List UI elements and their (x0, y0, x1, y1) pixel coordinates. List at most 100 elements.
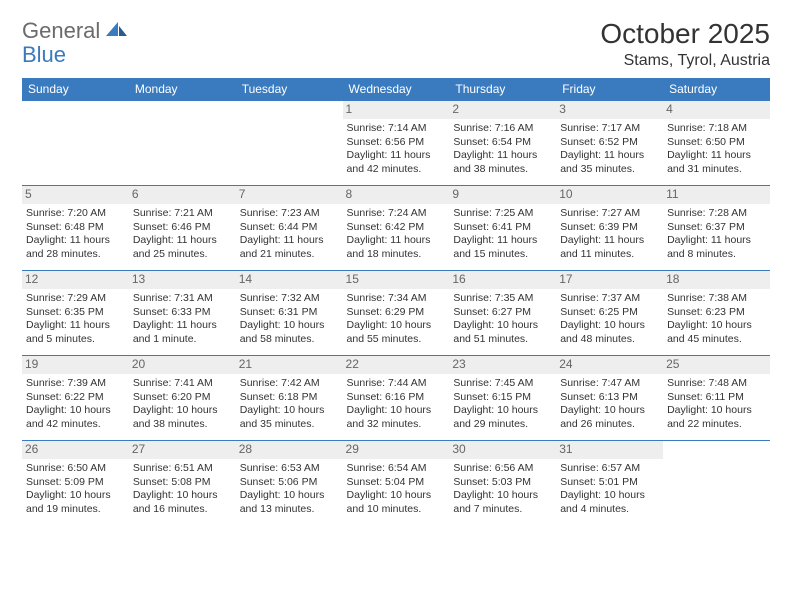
day-info: Sunrise: 7:24 AMSunset: 6:42 PMDaylight:… (347, 207, 446, 262)
day-number: 24 (556, 356, 663, 374)
logo-text-general: General (22, 18, 100, 44)
day-info: Sunrise: 7:28 AMSunset: 6:37 PMDaylight:… (667, 207, 766, 262)
day-info: Sunrise: 6:54 AMSunset: 5:04 PMDaylight:… (347, 462, 446, 517)
calendar-day-cell (663, 441, 770, 526)
weekday-header: Thursday (449, 78, 556, 101)
day-number: 10 (556, 186, 663, 204)
weekday-header: Wednesday (343, 78, 450, 101)
day-number: 22 (343, 356, 450, 374)
title-block: October 2025 Stams, Tyrol, Austria (600, 18, 770, 70)
calendar-body: 1 Sunrise: 7:14 AMSunset: 6:56 PMDaylight… (22, 101, 770, 526)
day-info: Sunrise: 6:50 AMSunset: 5:09 PMDaylight:… (26, 462, 125, 517)
day-info: Sunrise: 7:18 AMSunset: 6:50 PMDaylight:… (667, 122, 766, 177)
weekday-header: Sunday (22, 78, 129, 101)
calendar-day-cell: 3Sunrise: 7:17 AMSunset: 6:52 PMDaylight… (556, 101, 663, 186)
calendar-week-row: 26 Sunrise: 6:50 AMSunset: 5:09 PMDayligh… (22, 441, 770, 526)
calendar-day-cell: 23Sunrise: 7:45 AMSunset: 6:15 PMDayligh… (449, 356, 556, 441)
day-info: Sunrise: 7:27 AMSunset: 6:39 PMDaylight:… (560, 207, 659, 262)
calendar-week-row: 1 Sunrise: 7:14 AMSunset: 6:56 PMDaylight… (22, 101, 770, 186)
day-number: 1 (343, 101, 450, 119)
day-info: Sunrise: 7:44 AMSunset: 6:16 PMDaylight:… (347, 377, 446, 432)
day-info: Sunrise: 7:17 AMSunset: 6:52 PMDaylight:… (560, 122, 659, 177)
month-title: October 2025 (600, 18, 770, 50)
calendar-week-row: 19Sunrise: 7:39 AMSunset: 6:22 PMDayligh… (22, 356, 770, 441)
day-info: Sunrise: 7:14 AMSunset: 6:56 PMDaylight:… (347, 122, 446, 177)
day-info: Sunrise: 7:29 AMSunset: 6:35 PMDaylight:… (26, 292, 125, 347)
calendar-day-cell: 5 Sunrise: 7:20 AMSunset: 6:48 PMDaylight… (22, 186, 129, 271)
day-info: Sunrise: 6:57 AMSunset: 5:01 PMDaylight:… (560, 462, 659, 517)
day-info: Sunrise: 7:32 AMSunset: 6:31 PMDaylight:… (240, 292, 339, 347)
location: Stams, Tyrol, Austria (600, 52, 770, 70)
calendar-day-cell: 28 Sunrise: 6:53 AMSunset: 5:06 PMDayligh… (236, 441, 343, 526)
calendar-day-cell: 4Sunrise: 7:18 AMSunset: 6:50 PMDaylight… (663, 101, 770, 186)
weekday-header: Saturday (663, 78, 770, 101)
weekday-header: Friday (556, 78, 663, 101)
day-number: 11 (663, 186, 770, 204)
calendar-day-cell: 22 Sunrise: 7:44 AMSunset: 6:16 PMDayligh… (343, 356, 450, 441)
weekday-header: Monday (129, 78, 236, 101)
day-info: Sunrise: 7:23 AMSunset: 6:44 PMDaylight:… (240, 207, 339, 262)
day-number: 6 (129, 186, 236, 204)
day-number: 25 (663, 356, 770, 374)
calendar-day-cell: 15 Sunrise: 7:34 AMSunset: 6:29 PMDayligh… (343, 271, 450, 356)
calendar-day-cell: 16Sunrise: 7:35 AMSunset: 6:27 PMDayligh… (449, 271, 556, 356)
day-number: 9 (449, 186, 556, 204)
calendar-day-cell: 1 Sunrise: 7:14 AMSunset: 6:56 PMDaylight… (343, 101, 450, 186)
calendar-day-cell: 30 Sunrise: 6:56 AMSunset: 5:03 PMDayligh… (449, 441, 556, 526)
calendar-day-cell: 20 Sunrise: 7:41 AMSunset: 6:20 PMDayligh… (129, 356, 236, 441)
calendar-day-cell: 9 Sunrise: 7:25 AMSunset: 6:41 PMDaylight… (449, 186, 556, 271)
calendar-day-cell: 25Sunrise: 7:48 AMSunset: 6:11 PMDayligh… (663, 356, 770, 441)
day-number: 5 (22, 186, 129, 204)
day-number: 30 (449, 441, 556, 459)
logo-text-blue: Blue (22, 42, 66, 67)
calendar-day-cell: 7 Sunrise: 7:23 AMSunset: 6:44 PMDaylight… (236, 186, 343, 271)
day-info: Sunrise: 7:42 AMSunset: 6:18 PMDaylight:… (240, 377, 339, 432)
day-number: 15 (343, 271, 450, 289)
day-info: Sunrise: 6:51 AMSunset: 5:08 PMDaylight:… (133, 462, 232, 517)
day-number: 18 (663, 271, 770, 289)
day-info: Sunrise: 7:20 AMSunset: 6:48 PMDaylight:… (26, 207, 125, 262)
calendar-day-cell (129, 101, 236, 186)
day-number: 27 (129, 441, 236, 459)
day-number: 12 (22, 271, 129, 289)
calendar-day-cell: 27 Sunrise: 6:51 AMSunset: 5:08 PMDayligh… (129, 441, 236, 526)
day-number: 31 (556, 441, 663, 459)
calendar-day-cell: 8 Sunrise: 7:24 AMSunset: 6:42 PMDaylight… (343, 186, 450, 271)
calendar-day-cell: 29Sunrise: 6:54 AMSunset: 5:04 PMDayligh… (343, 441, 450, 526)
calendar-week-row: 12 Sunrise: 7:29 AMSunset: 6:35 PMDayligh… (22, 271, 770, 356)
calendar-day-cell: 31 Sunrise: 6:57 AMSunset: 5:01 PMDayligh… (556, 441, 663, 526)
weekday-header: Tuesday (236, 78, 343, 101)
day-info: Sunrise: 7:34 AMSunset: 6:29 PMDaylight:… (347, 292, 446, 347)
day-info: Sunrise: 7:31 AMSunset: 6:33 PMDaylight:… (133, 292, 232, 347)
day-number: 7 (236, 186, 343, 204)
logo-line2: Blue (22, 42, 66, 68)
day-info: Sunrise: 7:25 AMSunset: 6:41 PMDaylight:… (453, 207, 552, 262)
day-info: Sunrise: 6:56 AMSunset: 5:03 PMDaylight:… (453, 462, 552, 517)
day-number: 16 (449, 271, 556, 289)
day-info: Sunrise: 7:47 AMSunset: 6:13 PMDaylight:… (560, 377, 659, 432)
day-number: 17 (556, 271, 663, 289)
day-number: 23 (449, 356, 556, 374)
calendar-day-cell: 21 Sunrise: 7:42 AMSunset: 6:18 PMDayligh… (236, 356, 343, 441)
day-info: Sunrise: 6:53 AMSunset: 5:06 PMDaylight:… (240, 462, 339, 517)
day-number: 13 (129, 271, 236, 289)
day-number: 28 (236, 441, 343, 459)
day-number: 20 (129, 356, 236, 374)
logo: General (22, 18, 130, 44)
day-number: 8 (343, 186, 450, 204)
calendar-day-cell: 6 Sunrise: 7:21 AMSunset: 6:46 PMDaylight… (129, 186, 236, 271)
calendar-day-cell: 26 Sunrise: 6:50 AMSunset: 5:09 PMDayligh… (22, 441, 129, 526)
header: General October 2025 Stams, Tyrol, Austr… (22, 18, 770, 70)
calendar-day-cell (22, 101, 129, 186)
day-number: 26 (22, 441, 129, 459)
day-info: Sunrise: 7:16 AMSunset: 6:54 PMDaylight:… (453, 122, 552, 177)
day-info: Sunrise: 7:21 AMSunset: 6:46 PMDaylight:… (133, 207, 232, 262)
day-number: 2 (449, 101, 556, 119)
calendar-day-cell: 14Sunrise: 7:32 AMSunset: 6:31 PMDayligh… (236, 271, 343, 356)
calendar-day-cell: 12 Sunrise: 7:29 AMSunset: 6:35 PMDayligh… (22, 271, 129, 356)
day-info: Sunrise: 7:41 AMSunset: 6:20 PMDaylight:… (133, 377, 232, 432)
calendar-day-cell: 24 Sunrise: 7:47 AMSunset: 6:13 PMDayligh… (556, 356, 663, 441)
day-info: Sunrise: 7:39 AMSunset: 6:22 PMDaylight:… (26, 377, 125, 432)
day-number: 21 (236, 356, 343, 374)
calendar-day-cell: 11 Sunrise: 7:28 AMSunset: 6:37 PMDayligh… (663, 186, 770, 271)
